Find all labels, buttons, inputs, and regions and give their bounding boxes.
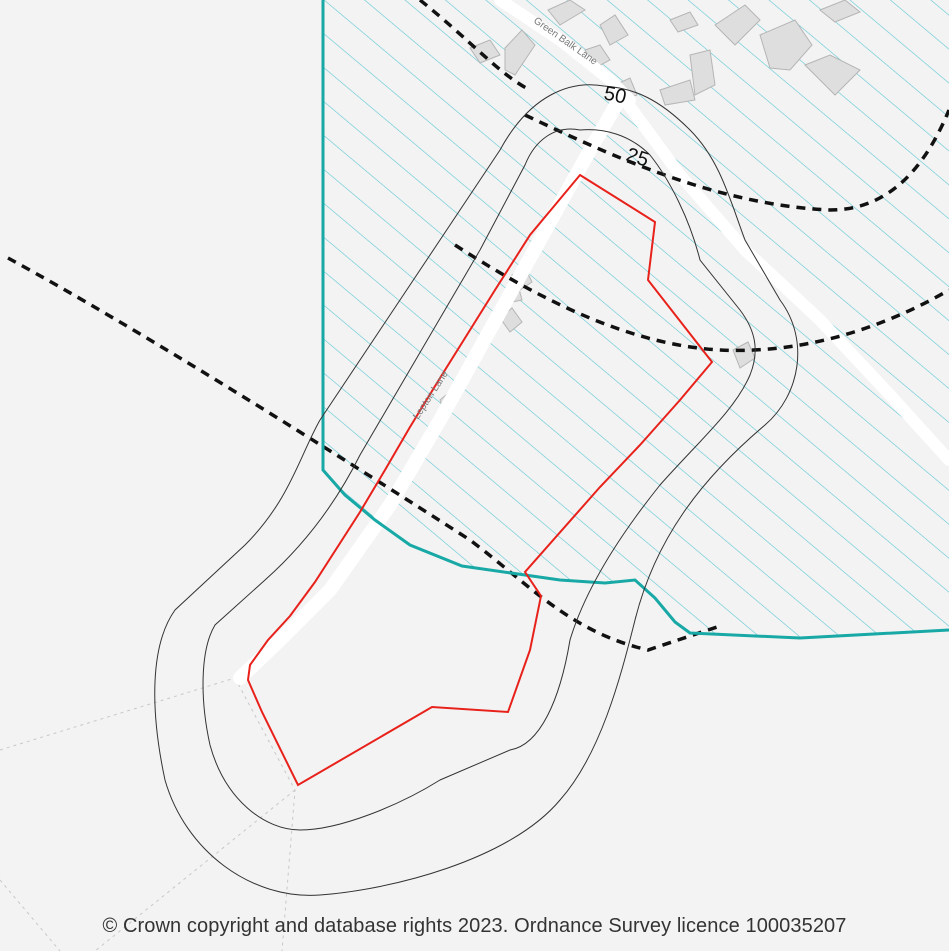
parcel-lines: [0, 677, 296, 951]
road-east: [619, 94, 949, 466]
buffer-label-50: 50: [602, 82, 628, 108]
buffer-25m: [202, 128, 756, 831]
buffer-50m: [154, 84, 799, 896]
road-lepton-lane: [233, 88, 629, 685]
designation-boundary: [321, 0, 949, 640]
copyright-notice: © Crown copyright and database rights 20…: [102, 915, 847, 937]
roads: [233, 0, 949, 685]
site-boundary: [246, 173, 714, 787]
road-green-balk-lane: [494, 0, 636, 106]
designated-area: [323, 0, 949, 638]
buffer-lines: [154, 84, 799, 896]
